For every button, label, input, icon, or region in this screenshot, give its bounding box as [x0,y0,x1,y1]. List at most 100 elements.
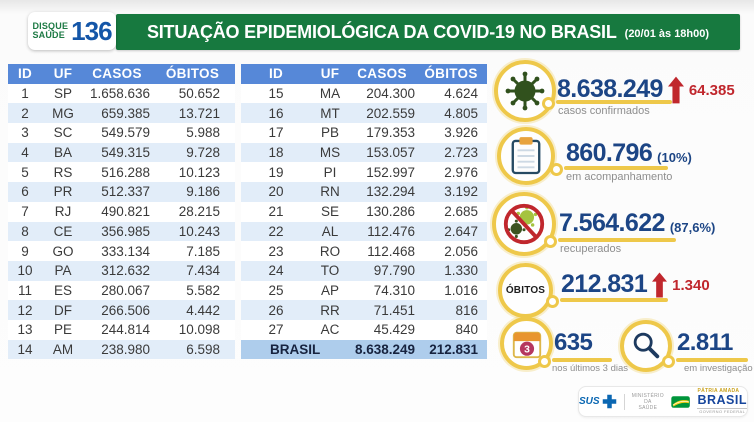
cell-id: 25 [268,282,284,298]
badge-number: 136 [71,15,112,46]
patria-amada-brasil-logo: PÁTRIA AMADA BRASIL GOVERNO FEDERAL [697,389,747,414]
cell-obitos: 4.624 [444,86,478,102]
cell-casos: 74.310 [373,282,415,298]
stat-monitoring-icon-ring [497,127,555,185]
cell-casos: 280.067 [101,282,150,298]
cell-casos: 356.985 [101,223,150,239]
col-casos: CASOS [92,66,142,82]
page-title: SITUAÇÃO EPIDEMIOLÓGICA DA COVID-19 NO B… [146,21,617,42]
col-id: ID [17,66,33,82]
table-row: 2 MG 659.385 13.721 [8,103,235,124]
table-row: 27 AC 45.429 840 [241,319,487,340]
cell-casos: 516.288 [101,164,150,180]
cell-uf: MG [52,105,74,121]
table-row: 20 RN 132.294 3.192 [241,182,487,202]
cell-obitos: 9.186 [186,184,220,200]
cell-id: 9 [21,243,29,259]
cell-obitos: 4.805 [444,105,478,121]
cell-uf: MT [320,105,340,121]
cell-obitos: 2.647 [444,223,478,239]
cell-obitos: 2.056 [444,243,478,259]
cell-id: 20 [268,184,284,200]
col-uf: UF [320,66,340,82]
table-row: 25 AP 74.310 1.016 [241,280,487,301]
table-row: 10 PA 312.632 7.434 [8,260,235,281]
cell-casos: 45.429 [373,322,415,338]
cell-id: 24 [268,263,284,279]
table-row: 23 RO 112.468 2.056 [241,241,487,261]
stat-underline [538,354,612,367]
investigation-value: 2.811 [677,329,733,356]
cell-casos: 549.579 [101,125,150,141]
col-uf: UF [53,66,73,82]
deaths-delta: 1.340 [672,277,710,294]
monitoring-label: em acompanhamento [566,171,673,183]
cell-casos: 204.300 [366,86,415,102]
table-row: 22 AL 112.476 2.647 [241,221,487,242]
stat-last-3-days-icon-ring: 3 [500,317,553,370]
disque-saude-badge: DISQUE SAÚDE 136 [28,12,116,50]
recovered-label: recuperados [560,243,622,255]
cell-casos: 512.337 [101,184,150,200]
cell-obitos: 5.988 [186,125,220,141]
table-row: 11 ES 280.067 5.582 [8,280,235,301]
stat-underline [544,234,676,247]
cell-uf: AP [320,282,339,298]
ministry-label: MINISTÉRIO DA SAÚDE [631,392,664,411]
title-banner: SITUAÇÃO EPIDEMIOLÓGICA DA COVID-19 NO B… [116,14,740,50]
cell-uf: PA [54,263,72,279]
table-row: 12 DF 266.506 4.442 [8,300,235,320]
cell-obitos: 1.330 [444,263,478,279]
cell-obitos: 10.243 [178,223,220,239]
cell-casos: 132.294 [366,184,415,200]
table-row: 24 TO 97.790 1.330 [241,260,487,281]
cell-uf: AM [52,341,74,357]
cell-id: 6 [21,184,29,200]
cell-casos: 549.315 [101,145,150,161]
table-row: 17 PB 179.353 3.926 [241,123,487,143]
col-obitos: ÓBITOS [165,66,220,82]
cell-casos: 179.353 [366,125,415,141]
col-casos: CASOS [357,66,407,82]
cell-obitos: 5.582 [186,282,220,298]
last-3-days-label: nos últimos 3 dias [552,363,629,374]
badge-disque: DISQUE [32,21,69,31]
total-casos: 8.638.249 [354,341,415,357]
table-header: ID UF CASOS ÓBITOS [8,64,235,84]
cell-id: 17 [268,125,284,141]
no-virus-icon [503,203,545,245]
cell-id: 23 [268,243,284,259]
cell-obitos: 2.723 [444,145,478,161]
table-row: 6 PR 512.337 9.186 [8,182,235,202]
cell-id: 21 [268,204,284,220]
cell-id: 26 [268,302,284,318]
cell-id: 22 [268,223,284,239]
cell-obitos: 6.598 [186,341,220,357]
table-body: 15 MA 204.300 4.624 16 MT 202.559 4.805 … [241,83,487,340]
brasil-label: BRASIL [697,393,747,408]
stat-last-3-days: 635 [554,329,593,357]
table-row: 15 MA 204.300 4.624 [241,83,487,104]
stat-recovered-icon-ring [492,192,556,256]
cell-obitos: 28.215 [178,204,220,220]
cell-casos: 153.057 [366,145,415,161]
cell-obitos: 7.434 [186,263,220,279]
cell-casos: 71.451 [373,302,415,318]
table-row: 14 AM 238.980 6.598 [8,339,235,360]
cell-uf: MS [319,145,341,161]
cell-id: 11 [17,282,32,298]
table-body: 1 SP 1.658.636 50.652 2 MG 659.385 13.72… [8,83,235,360]
cell-id: 14 [17,341,33,357]
cell-id: 8 [21,223,29,239]
last-3-days-value: 635 [554,329,593,356]
cell-uf: RO [319,243,341,259]
cell-id: 3 [21,125,29,141]
cell-casos: 152.997 [366,164,415,180]
cell-casos: 333.134 [101,243,150,259]
gov-logos-bar: SUS MINISTÉRIO DA SAÚDE PÁTRIA AMADA BRA… [578,386,748,417]
cell-id: 12 [17,302,33,318]
table-row: 1 SP 1.658.636 50.652 [8,83,235,104]
confirmed-label: casos confirmados [558,105,650,117]
stat-investigation: 2.811 [677,329,733,357]
cell-uf: CE [53,223,73,239]
